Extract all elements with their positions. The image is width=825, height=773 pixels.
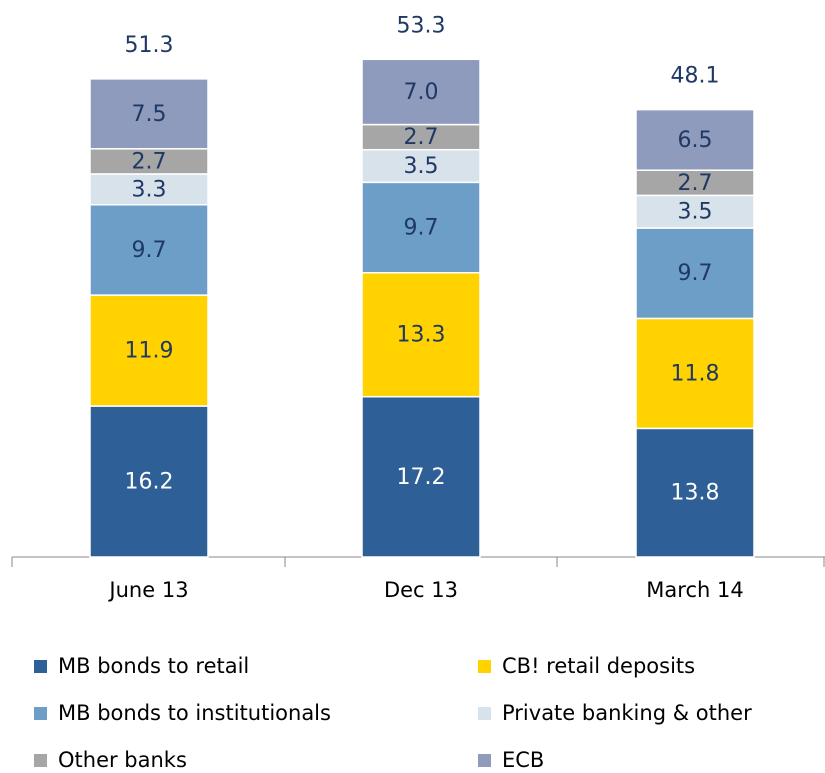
bar-segment [635,227,755,320]
legend-label: Other banks [58,748,187,769]
bar-segment [361,58,481,126]
legend-label: ECB [502,748,544,769]
total-label: 51.3 [125,33,174,58]
legend-swatch [478,660,491,673]
data-label: 9.7 [404,216,439,241]
data-label: 11.8 [671,361,720,386]
legend-swatch [478,754,491,767]
legend-label: CB! retail deposits [502,654,695,678]
bar-segment [635,169,755,197]
legend-label: Private banking & other [502,701,752,725]
data-label: 3.5 [678,200,713,225]
data-label: 3.3 [132,177,167,202]
bar-segment [361,181,481,274]
data-label: 7.5 [132,102,167,127]
bar-segment [89,78,209,150]
data-label: 13.8 [671,481,720,506]
legend-label: MB bonds to retail [58,654,249,678]
bar-segment [635,317,755,430]
data-label: 17.2 [397,465,446,490]
data-label: 2.7 [132,149,167,174]
bar-segment [89,405,209,558]
data-label: 2.7 [678,171,713,196]
legend-swatch [34,754,47,767]
bar-segment [635,194,755,229]
legend-swatch [478,707,491,720]
bar-segment [361,148,481,184]
data-label: 11.9 [125,339,174,364]
bar-segment [361,271,481,398]
bar-segment [89,294,209,407]
legend-swatch [34,660,47,673]
data-label: 13.3 [397,323,446,348]
total-label: 48.1 [671,64,720,89]
x-tick-label: Dec 13 [384,578,458,602]
data-label: 9.7 [678,261,713,286]
data-label: 16.2 [125,470,174,495]
total-label: 53.3 [397,13,446,38]
bar-segment [361,395,481,558]
data-label: 3.5 [404,154,439,179]
data-label: 7.0 [404,80,439,105]
bar-segment [635,427,755,558]
data-label: 6.5 [678,128,713,153]
x-tick-label: June 13 [107,578,188,602]
data-label: 2.7 [404,125,439,150]
data-label: 9.7 [132,238,167,263]
legend-swatch [34,707,47,720]
legend-label: MB bonds to institutionals [58,701,331,725]
x-tick-label: March 14 [646,578,743,602]
bar-segment [635,108,755,171]
